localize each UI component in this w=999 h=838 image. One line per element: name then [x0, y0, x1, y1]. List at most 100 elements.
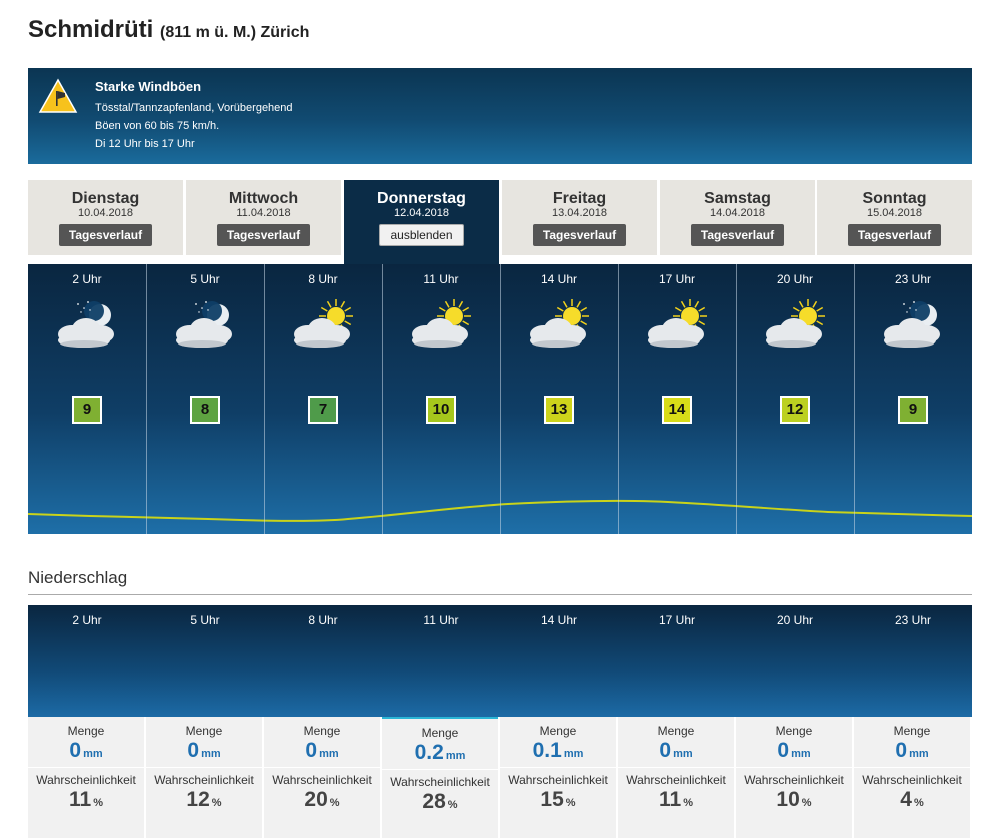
column-divider: [500, 264, 501, 534]
menge-amount: 0: [187, 739, 200, 762]
menge-amount: 0: [777, 739, 790, 762]
probability-value: 10%: [736, 788, 852, 812]
tagesverlauf-button[interactable]: Tagesverlauf: [216, 224, 311, 246]
tagesverlauf-button[interactable]: Tagesverlauf: [690, 224, 785, 246]
probability-amount: 15: [540, 788, 564, 811]
hour-column: 23 Uhr 9: [854, 264, 972, 534]
hour-column: 2 Uhr 9: [28, 264, 146, 534]
partly-sunny-icon: [530, 299, 589, 348]
menge-label: Menge: [67, 724, 105, 738]
temperature-badge: 8: [190, 396, 220, 424]
hour-label: 20 Uhr: [776, 613, 814, 627]
precip-stat-column: Menge 0.1 mm Wahrscheinlichkeit 15%: [500, 717, 616, 838]
hour-label: 14 Uhr: [540, 272, 578, 286]
precip-stat-column: Menge 0 mm Wahrscheinlichkeit 20%: [264, 717, 380, 838]
temperature-badge: 10: [426, 396, 456, 424]
menge-label: Menge: [539, 724, 577, 738]
day-tab-samstag[interactable]: Samstag 14.04.2018 Tagesverlauf: [660, 180, 815, 255]
menge-value: 0 mm: [854, 739, 970, 763]
hour-column: 20 Uhr 12: [736, 264, 854, 534]
cloudy-night-icon: [58, 301, 114, 348]
day-tab-dienstag[interactable]: Dienstag 10.04.2018 Tagesverlauf: [28, 180, 183, 255]
probability-amount: 12: [186, 788, 210, 811]
precip-stat-column: Menge 0 mm Wahrscheinlichkeit 4%: [854, 717, 970, 838]
hour-label: 2 Uhr: [72, 272, 102, 286]
menge-amount: 0.2: [414, 741, 444, 764]
probability-unit: %: [93, 797, 103, 809]
partly-sunny-icon: [648, 299, 707, 348]
day-tabs: Dienstag 10.04.2018 Tagesverlauf Mittwoc…: [28, 180, 972, 264]
tagesverlauf-button[interactable]: Tagesverlauf: [532, 224, 627, 246]
temperature-badge: 7: [308, 396, 338, 424]
menge-amount: 0: [659, 739, 672, 762]
weather-warning[interactable]: Starke Windböen Tösstal/Tannzapfenland, …: [28, 68, 972, 164]
probability-value: 11%: [618, 788, 734, 812]
hour-label: 17 Uhr: [658, 613, 696, 627]
menge-amount: 0: [69, 739, 82, 762]
precip-hour-column: 5 Uhr: [146, 605, 264, 717]
menge-amount: 0: [305, 739, 318, 762]
probability-label: Wahrscheinlichkeit: [36, 773, 136, 787]
precip-hour-column: 17 Uhr: [618, 605, 736, 717]
precip-hour-column: 2 Uhr: [28, 605, 146, 717]
stat-divider: [618, 767, 734, 768]
menge-label: Menge: [185, 724, 223, 738]
menge-amount: 0: [895, 739, 908, 762]
menge-unit: mm: [83, 748, 103, 760]
warning-region: Tösstal/Tannzapfenland, Vorübergehend: [95, 102, 293, 114]
probability-unit: %: [565, 797, 576, 809]
menge-unit: mm: [201, 748, 221, 760]
probability-unit: %: [683, 797, 693, 809]
warning-detail: Böen von 60 bis 75 km/h.: [95, 120, 220, 132]
probability-label: Wahrscheinlichkeit: [744, 773, 844, 787]
precip-stat-column: Menge 0 mm Wahrscheinlichkeit 11%: [28, 717, 144, 838]
precip-hour-column: 14 Uhr: [500, 605, 618, 717]
stat-divider: [382, 769, 498, 770]
column-divider: [854, 264, 855, 534]
day-name: Freitag: [552, 190, 607, 207]
day-name: Sonntag: [862, 190, 927, 207]
hour-column: 17 Uhr 14: [618, 264, 736, 534]
column-divider: [264, 264, 265, 534]
menge-amount: 0.1: [532, 739, 562, 762]
day-tab-donnerstag[interactable]: Donnerstag 12.04.2018 ausblenden: [344, 180, 499, 264]
probability-amount: 10: [776, 788, 800, 811]
hour-label: 23 Uhr: [894, 272, 932, 286]
menge-label: Menge: [775, 724, 813, 738]
probability-unit: %: [447, 799, 458, 811]
day-tab-mittwoch[interactable]: Mittwoch 11.04.2018 Tagesverlauf: [186, 180, 341, 255]
probability-amount: 28: [422, 790, 446, 813]
column-divider: [618, 264, 619, 534]
tagesverlauf-button[interactable]: Tagesverlauf: [847, 224, 942, 246]
temperature-curve: [28, 499, 972, 522]
hour-label: 5 Uhr: [190, 613, 220, 627]
stat-divider: [500, 767, 616, 768]
wind-warning-icon: [38, 78, 78, 113]
day-tab-sonntag[interactable]: Sonntag 15.04.2018 Tagesverlauf: [817, 180, 972, 255]
hour-label: 14 Uhr: [540, 613, 578, 627]
hourly-forecast: 2 Uhr 9 5 Uhr 8 8 Uhr 7 11 Uhr 10 14 Uhr 13 17 Uhr…: [28, 264, 972, 534]
precip-hour-column: 11 Uhr: [382, 605, 500, 717]
probability-amount: 11: [69, 788, 92, 811]
hour-label: 20 Uhr: [776, 272, 814, 286]
menge-label: Menge: [657, 724, 695, 738]
menge-unit: mm: [791, 748, 811, 760]
hour-label: 8 Uhr: [308, 272, 338, 286]
hour-label: 8 Uhr: [308, 613, 338, 627]
temperature-badge: 14: [662, 396, 692, 424]
menge-unit: mm: [445, 750, 466, 762]
precip-hour-column: 8 Uhr: [264, 605, 382, 717]
stat-divider: [28, 767, 144, 768]
menge-label: Menge: [893, 724, 931, 738]
probability-label: Wahrscheinlichkeit: [272, 773, 372, 787]
cloudy-night-icon: [884, 301, 940, 348]
hour-label: 11 Uhr: [423, 272, 459, 286]
day-tab-freitag[interactable]: Freitag 13.04.2018 Tagesverlauf: [502, 180, 657, 255]
tagesverlauf-button[interactable]: Tagesverlauf: [58, 224, 153, 246]
probability-value: 11%: [28, 788, 144, 812]
ausblenden-button[interactable]: ausblenden: [379, 224, 464, 246]
column-divider: [382, 264, 383, 534]
probability-label: Wahrscheinlichkeit: [508, 773, 608, 787]
day-date: 14.04.2018: [709, 207, 766, 219]
temperature-badge: 12: [780, 396, 810, 424]
